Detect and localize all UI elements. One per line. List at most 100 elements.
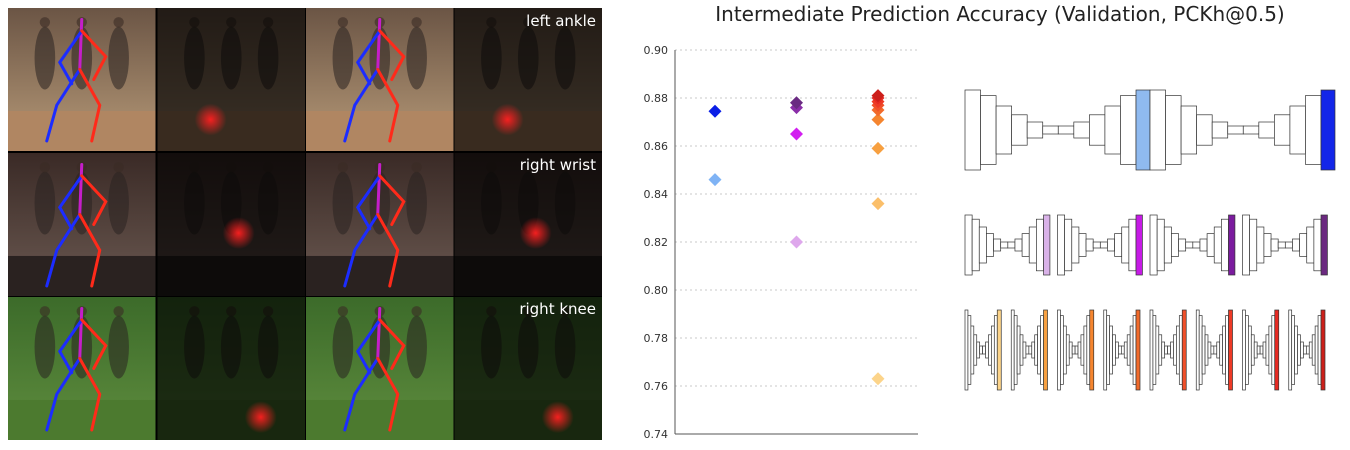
- hourglass-layer: [1216, 341, 1221, 359]
- prediction-output-bar: [1043, 309, 1048, 391]
- hourglass-layer: [1057, 309, 1061, 391]
- hourglass-layer: [1016, 325, 1021, 375]
- hourglass-layer: [1121, 226, 1130, 264]
- prediction-output-bar: [996, 309, 1002, 391]
- hourglass-layer: [1074, 345, 1079, 355]
- hourglass-layer: [1171, 233, 1179, 257]
- prediction-output-bar: [1089, 309, 1095, 391]
- hourglass-layer: [1277, 241, 1286, 249]
- hourglass-layer: [1227, 125, 1244, 135]
- hourglass-layer: [1068, 341, 1073, 359]
- hourglass-layer: [964, 89, 981, 171]
- hourglass-layer: [1201, 325, 1206, 375]
- y-tick-label: 0.84: [644, 188, 669, 201]
- hourglass-layer: [1028, 345, 1033, 355]
- hourglass-layer: [1071, 226, 1080, 264]
- photo-cell: [157, 8, 305, 151]
- hourglass-layer: [1086, 315, 1091, 385]
- prediction-output-bar: [1043, 214, 1051, 276]
- hourglass-layer: [1259, 345, 1264, 355]
- hourglass-layer: [1210, 345, 1215, 355]
- hourglass-layer: [1010, 309, 1015, 391]
- hourglass-layer: [976, 341, 981, 359]
- hourglass-layer: [1132, 315, 1137, 385]
- hourglass-layer: [1211, 121, 1229, 139]
- hourglass-layer: [1291, 315, 1295, 385]
- hourglass-layer: [1149, 89, 1166, 171]
- data-point: [871, 141, 885, 155]
- hourglass-layer: [1271, 315, 1276, 385]
- hourglass-layer: [1158, 334, 1163, 366]
- hourglass-layer: [1103, 309, 1108, 391]
- photo-cell: [8, 8, 156, 151]
- hourglass-layer: [1305, 95, 1322, 165]
- hourglass-layer: [1306, 226, 1315, 264]
- data-point: [871, 372, 885, 386]
- hourglass-layer: [1314, 325, 1319, 375]
- hourglass-layer: [1040, 315, 1044, 385]
- data-point: [790, 96, 803, 110]
- hourglass-layer: [1031, 341, 1036, 359]
- hourglass-layer: [1092, 241, 1101, 249]
- photo-cell: [454, 153, 602, 296]
- hourglass-layer: [1104, 105, 1121, 155]
- y-tick-label: 0.82: [644, 236, 669, 249]
- hourglass-layer: [1007, 241, 1016, 249]
- hourglass-layer: [1289, 105, 1306, 155]
- hourglass-stack: [964, 309, 1326, 391]
- prediction-output-bar: [1228, 309, 1233, 391]
- hourglass-layer: [1256, 345, 1261, 355]
- hourglass-layer: [1167, 345, 1171, 355]
- y-tick-label: 0.74: [644, 428, 669, 441]
- hourglass-layer: [1164, 345, 1168, 355]
- hourglass-layer: [1204, 334, 1209, 366]
- hourglass-layer: [1149, 214, 1158, 276]
- hourglass-layer: [973, 334, 978, 366]
- hourglass-layer: [980, 95, 997, 165]
- hourglass-layer: [1300, 341, 1304, 359]
- hourglass-layer: [1149, 309, 1154, 391]
- hourglass-layer: [1256, 226, 1265, 264]
- photo-cell: [454, 297, 602, 440]
- hourglass-layer: [1021, 233, 1030, 257]
- photo-cell: [306, 297, 454, 440]
- hourglass-stack: [964, 214, 1328, 276]
- photo-cell: [157, 153, 305, 296]
- hourglass-stack: [964, 89, 1336, 171]
- hourglass-layer: [1028, 226, 1037, 264]
- data-point: [790, 127, 803, 141]
- y-tick-label: 0.80: [644, 284, 669, 297]
- photo-cell: [157, 297, 305, 440]
- prediction-output-bar: [1320, 309, 1326, 391]
- joint-label: right knee: [519, 300, 596, 318]
- hourglass-layer: [1196, 114, 1213, 146]
- prediction-output-bar: [1135, 214, 1143, 276]
- hourglass-layer: [1085, 238, 1094, 252]
- hourglass-layer: [1152, 315, 1157, 385]
- hourglass-layer: [1063, 325, 1067, 375]
- hourglass-layer: [1060, 315, 1064, 385]
- hourglass-layer: [1114, 233, 1123, 257]
- hourglass-layer: [1080, 334, 1085, 366]
- hourglass-layer: [1258, 121, 1275, 139]
- hourglass-layer: [1292, 238, 1300, 252]
- hourglass-layer: [1250, 334, 1255, 366]
- hourglass-layer: [1198, 315, 1203, 385]
- hourglass-layer: [1242, 214, 1250, 276]
- hourglass-layer: [1099, 241, 1108, 249]
- prediction-output-bar: [1320, 89, 1336, 171]
- hourglass-layer: [1288, 309, 1293, 391]
- y-tick-label: 0.90: [644, 44, 669, 57]
- hourglass-layer: [1123, 341, 1128, 359]
- y-tick-label: 0.86: [644, 140, 669, 153]
- hourglass-layer: [982, 345, 986, 355]
- hourglass-layer: [1265, 334, 1270, 366]
- hourglass-layer: [1173, 334, 1177, 366]
- data-point: [708, 104, 722, 118]
- data-point: [790, 235, 803, 249]
- hourglass-layer: [1242, 309, 1246, 391]
- chart-title: Intermediate Prediction Accuracy (Valida…: [715, 2, 1285, 26]
- hourglass-layer: [1249, 218, 1258, 272]
- hourglass-layer: [1270, 238, 1279, 252]
- hourglass-layer: [964, 309, 969, 391]
